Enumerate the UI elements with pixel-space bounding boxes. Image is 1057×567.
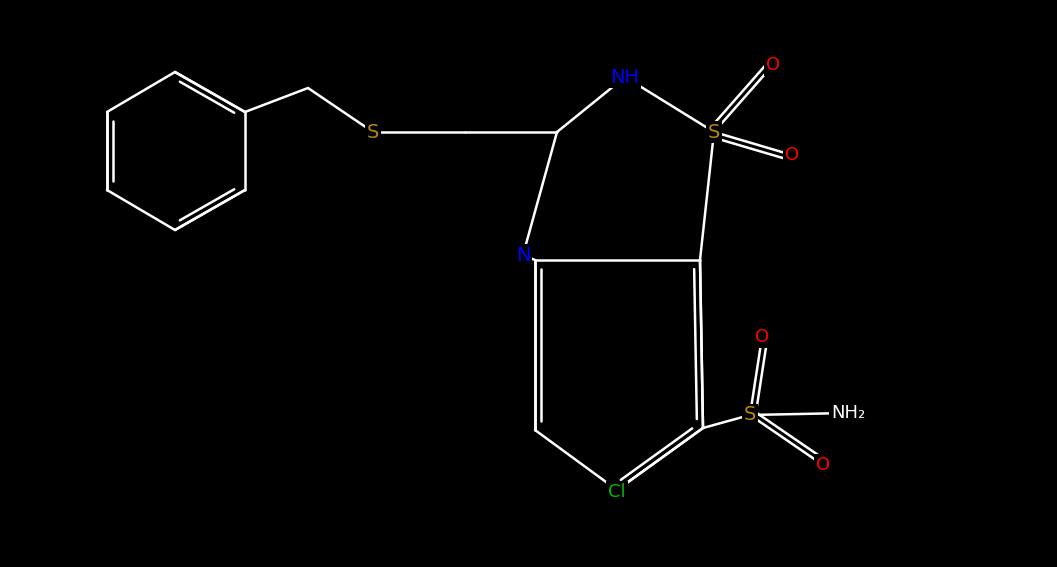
Text: O: O [785, 146, 799, 164]
Text: O: O [755, 328, 769, 346]
Text: NH₂: NH₂ [831, 404, 865, 422]
Text: N: N [516, 246, 531, 264]
Text: NH: NH [611, 67, 639, 87]
Text: S: S [367, 122, 379, 142]
Text: S: S [744, 405, 756, 425]
Text: S: S [708, 122, 720, 142]
Text: O: O [766, 56, 780, 74]
Text: Cl: Cl [608, 483, 626, 501]
Text: O: O [816, 456, 830, 474]
